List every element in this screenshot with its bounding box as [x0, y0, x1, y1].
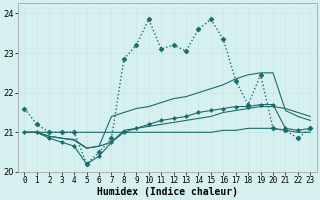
X-axis label: Humidex (Indice chaleur): Humidex (Indice chaleur): [97, 186, 238, 197]
